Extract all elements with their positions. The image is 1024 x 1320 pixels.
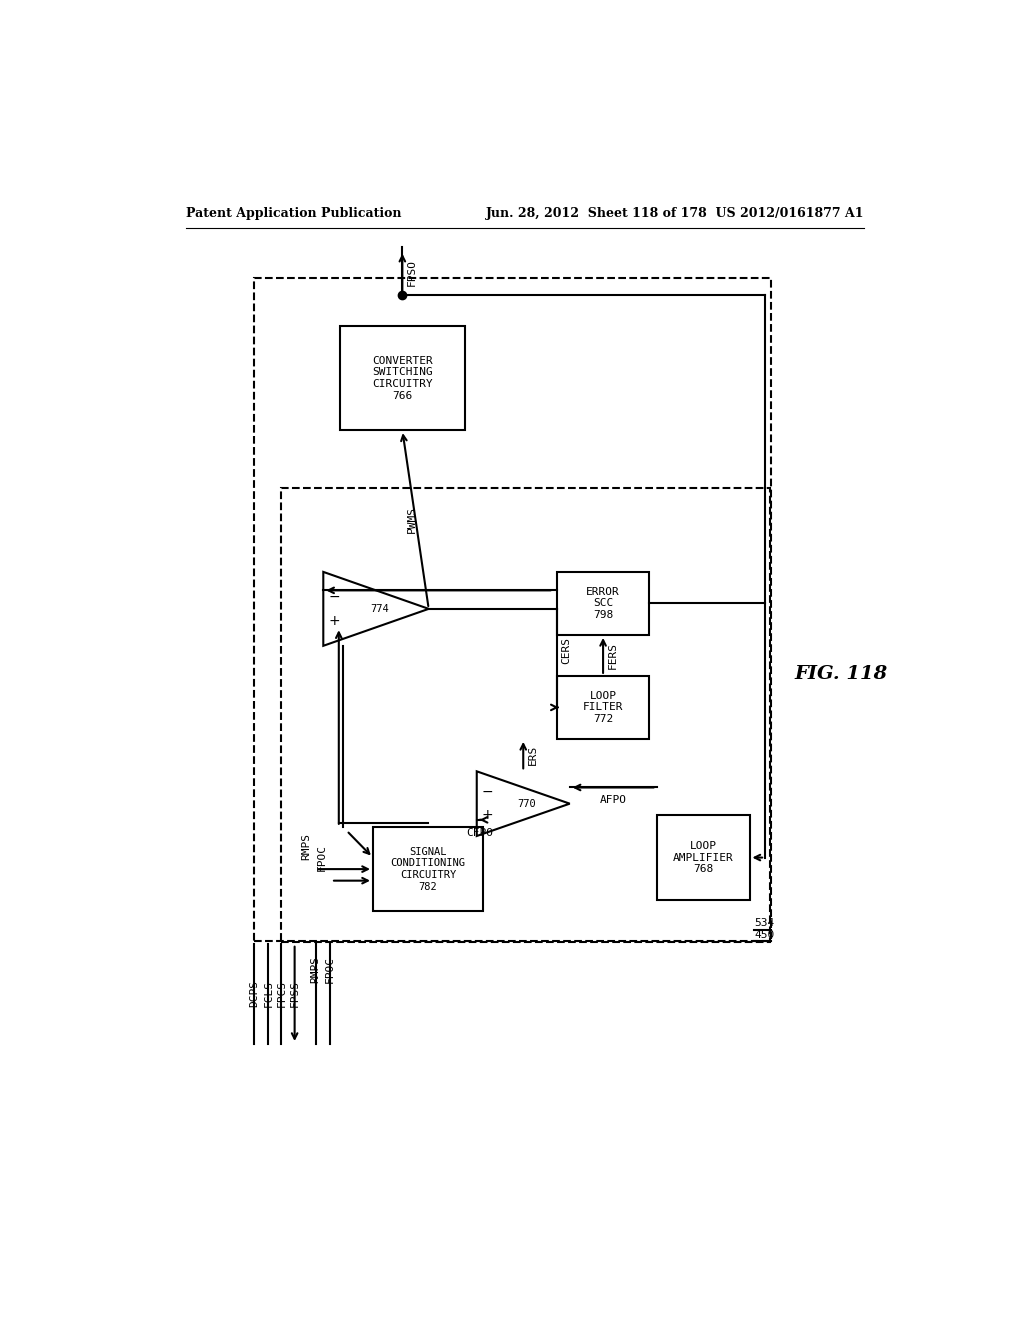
- Bar: [557, 572, 649, 635]
- Text: FERS: FERS: [607, 642, 617, 668]
- Text: PWMS: PWMS: [407, 506, 417, 533]
- Text: 774: 774: [371, 603, 389, 614]
- Text: CERS: CERS: [561, 638, 571, 664]
- Text: FPSO: FPSO: [407, 259, 417, 286]
- Text: −: −: [329, 590, 340, 603]
- Text: CONVERTER
SWITCHING
CIRCUITRY
766: CONVERTER SWITCHING CIRCUITRY 766: [372, 356, 433, 401]
- Text: SIGNAL
CONDITIONING
CIRCUITRY
782: SIGNAL CONDITIONING CIRCUITRY 782: [390, 846, 466, 891]
- Text: −: −: [481, 785, 494, 799]
- Text: RMPS: RMPS: [310, 957, 321, 983]
- Text: FIG. 118: FIG. 118: [795, 665, 888, 684]
- Text: FPCS: FPCS: [276, 981, 287, 1007]
- Text: DCPS: DCPS: [249, 981, 259, 1007]
- Text: 534: 534: [755, 919, 774, 928]
- Text: FCLS: FCLS: [263, 981, 273, 1007]
- Text: Jun. 28, 2012  Sheet 118 of 178  US 2012/0161877 A1: Jun. 28, 2012 Sheet 118 of 178 US 2012/0…: [485, 207, 864, 220]
- Text: 450: 450: [755, 931, 774, 940]
- Text: +: +: [329, 614, 340, 628]
- Text: LOOP
FILTER
772: LOOP FILTER 772: [583, 690, 624, 723]
- Bar: [373, 826, 483, 911]
- Bar: [656, 816, 750, 900]
- Bar: [557, 676, 649, 739]
- Bar: [340, 326, 465, 430]
- Bar: [282, 488, 770, 942]
- Text: ERROR
SCC
798: ERROR SCC 798: [586, 587, 620, 620]
- Text: CFPO: CFPO: [466, 828, 494, 837]
- Text: ERS: ERS: [527, 744, 538, 766]
- Text: Patent Application Publication: Patent Application Publication: [186, 207, 401, 220]
- Text: +: +: [481, 808, 494, 822]
- Text: AFPO: AFPO: [600, 795, 627, 805]
- Text: RMPS: RMPS: [301, 833, 311, 859]
- Text: FPOC: FPOC: [316, 843, 327, 871]
- Text: LOOP
AMPLIFIER
768: LOOP AMPLIFIER 768: [673, 841, 733, 874]
- Text: FPSS: FPSS: [290, 981, 300, 1007]
- Text: 770: 770: [518, 799, 537, 809]
- Bar: [254, 277, 771, 941]
- Text: FPOC: FPOC: [325, 957, 335, 983]
